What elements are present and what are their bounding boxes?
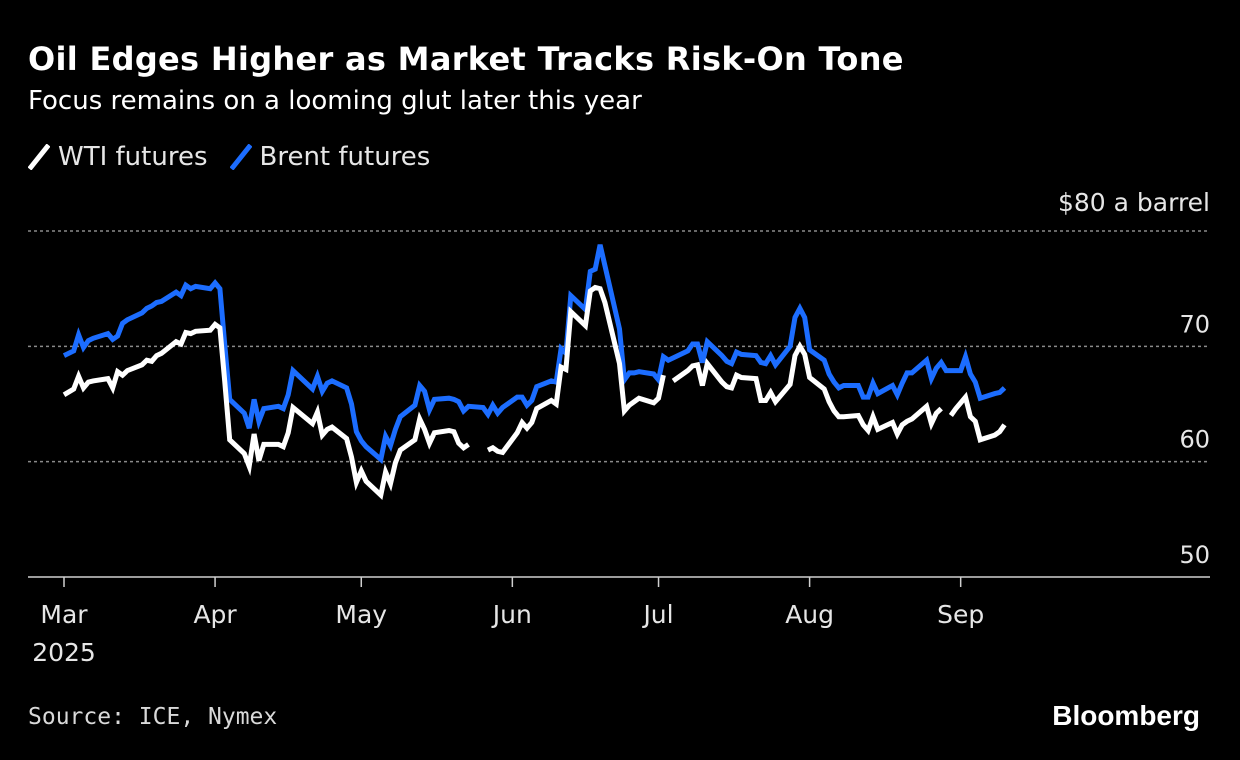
x-tick-label: Mar	[40, 600, 88, 629]
y-axis-unit-label: $80 a barrel	[1058, 188, 1210, 217]
series-line-wti-futures	[62, 284, 1007, 500]
chart-subtitle: Focus remains on a looming glut later th…	[28, 86, 642, 116]
y-tick-label: 70	[1179, 310, 1210, 338]
chart-title: Oil Edges Higher as Market Tracks Risk-O…	[28, 40, 904, 78]
source-note: Source: ICE, Nymex	[28, 704, 278, 730]
x-tick-sublabel: 2025	[32, 638, 96, 667]
x-tick-label: Jul	[641, 600, 673, 629]
x-tick-label: Aug	[785, 600, 834, 629]
y-tick-label: 60	[1179, 426, 1210, 454]
x-tick-label: Sep	[937, 600, 984, 629]
legend-item-wti: WTI futures	[28, 142, 208, 172]
bloomberg-logo: Bloomberg	[1052, 700, 1200, 731]
chart-legend: WTI futures Brent futures	[28, 142, 430, 172]
x-tick-label: May	[335, 600, 387, 629]
legend-label-brent: Brent futures	[259, 142, 431, 172]
brent-swatch-icon	[229, 144, 252, 170]
wti-swatch-icon	[28, 144, 50, 170]
x-tick-label: Apr	[193, 600, 237, 629]
series-line-brent-futures	[62, 244, 1007, 465]
y-tick-label: 50	[1179, 541, 1210, 569]
x-tick-label: Jun	[491, 600, 532, 629]
legend-item-brent: Brent futures	[229, 142, 431, 172]
legend-label-wti: WTI futures	[58, 142, 208, 172]
